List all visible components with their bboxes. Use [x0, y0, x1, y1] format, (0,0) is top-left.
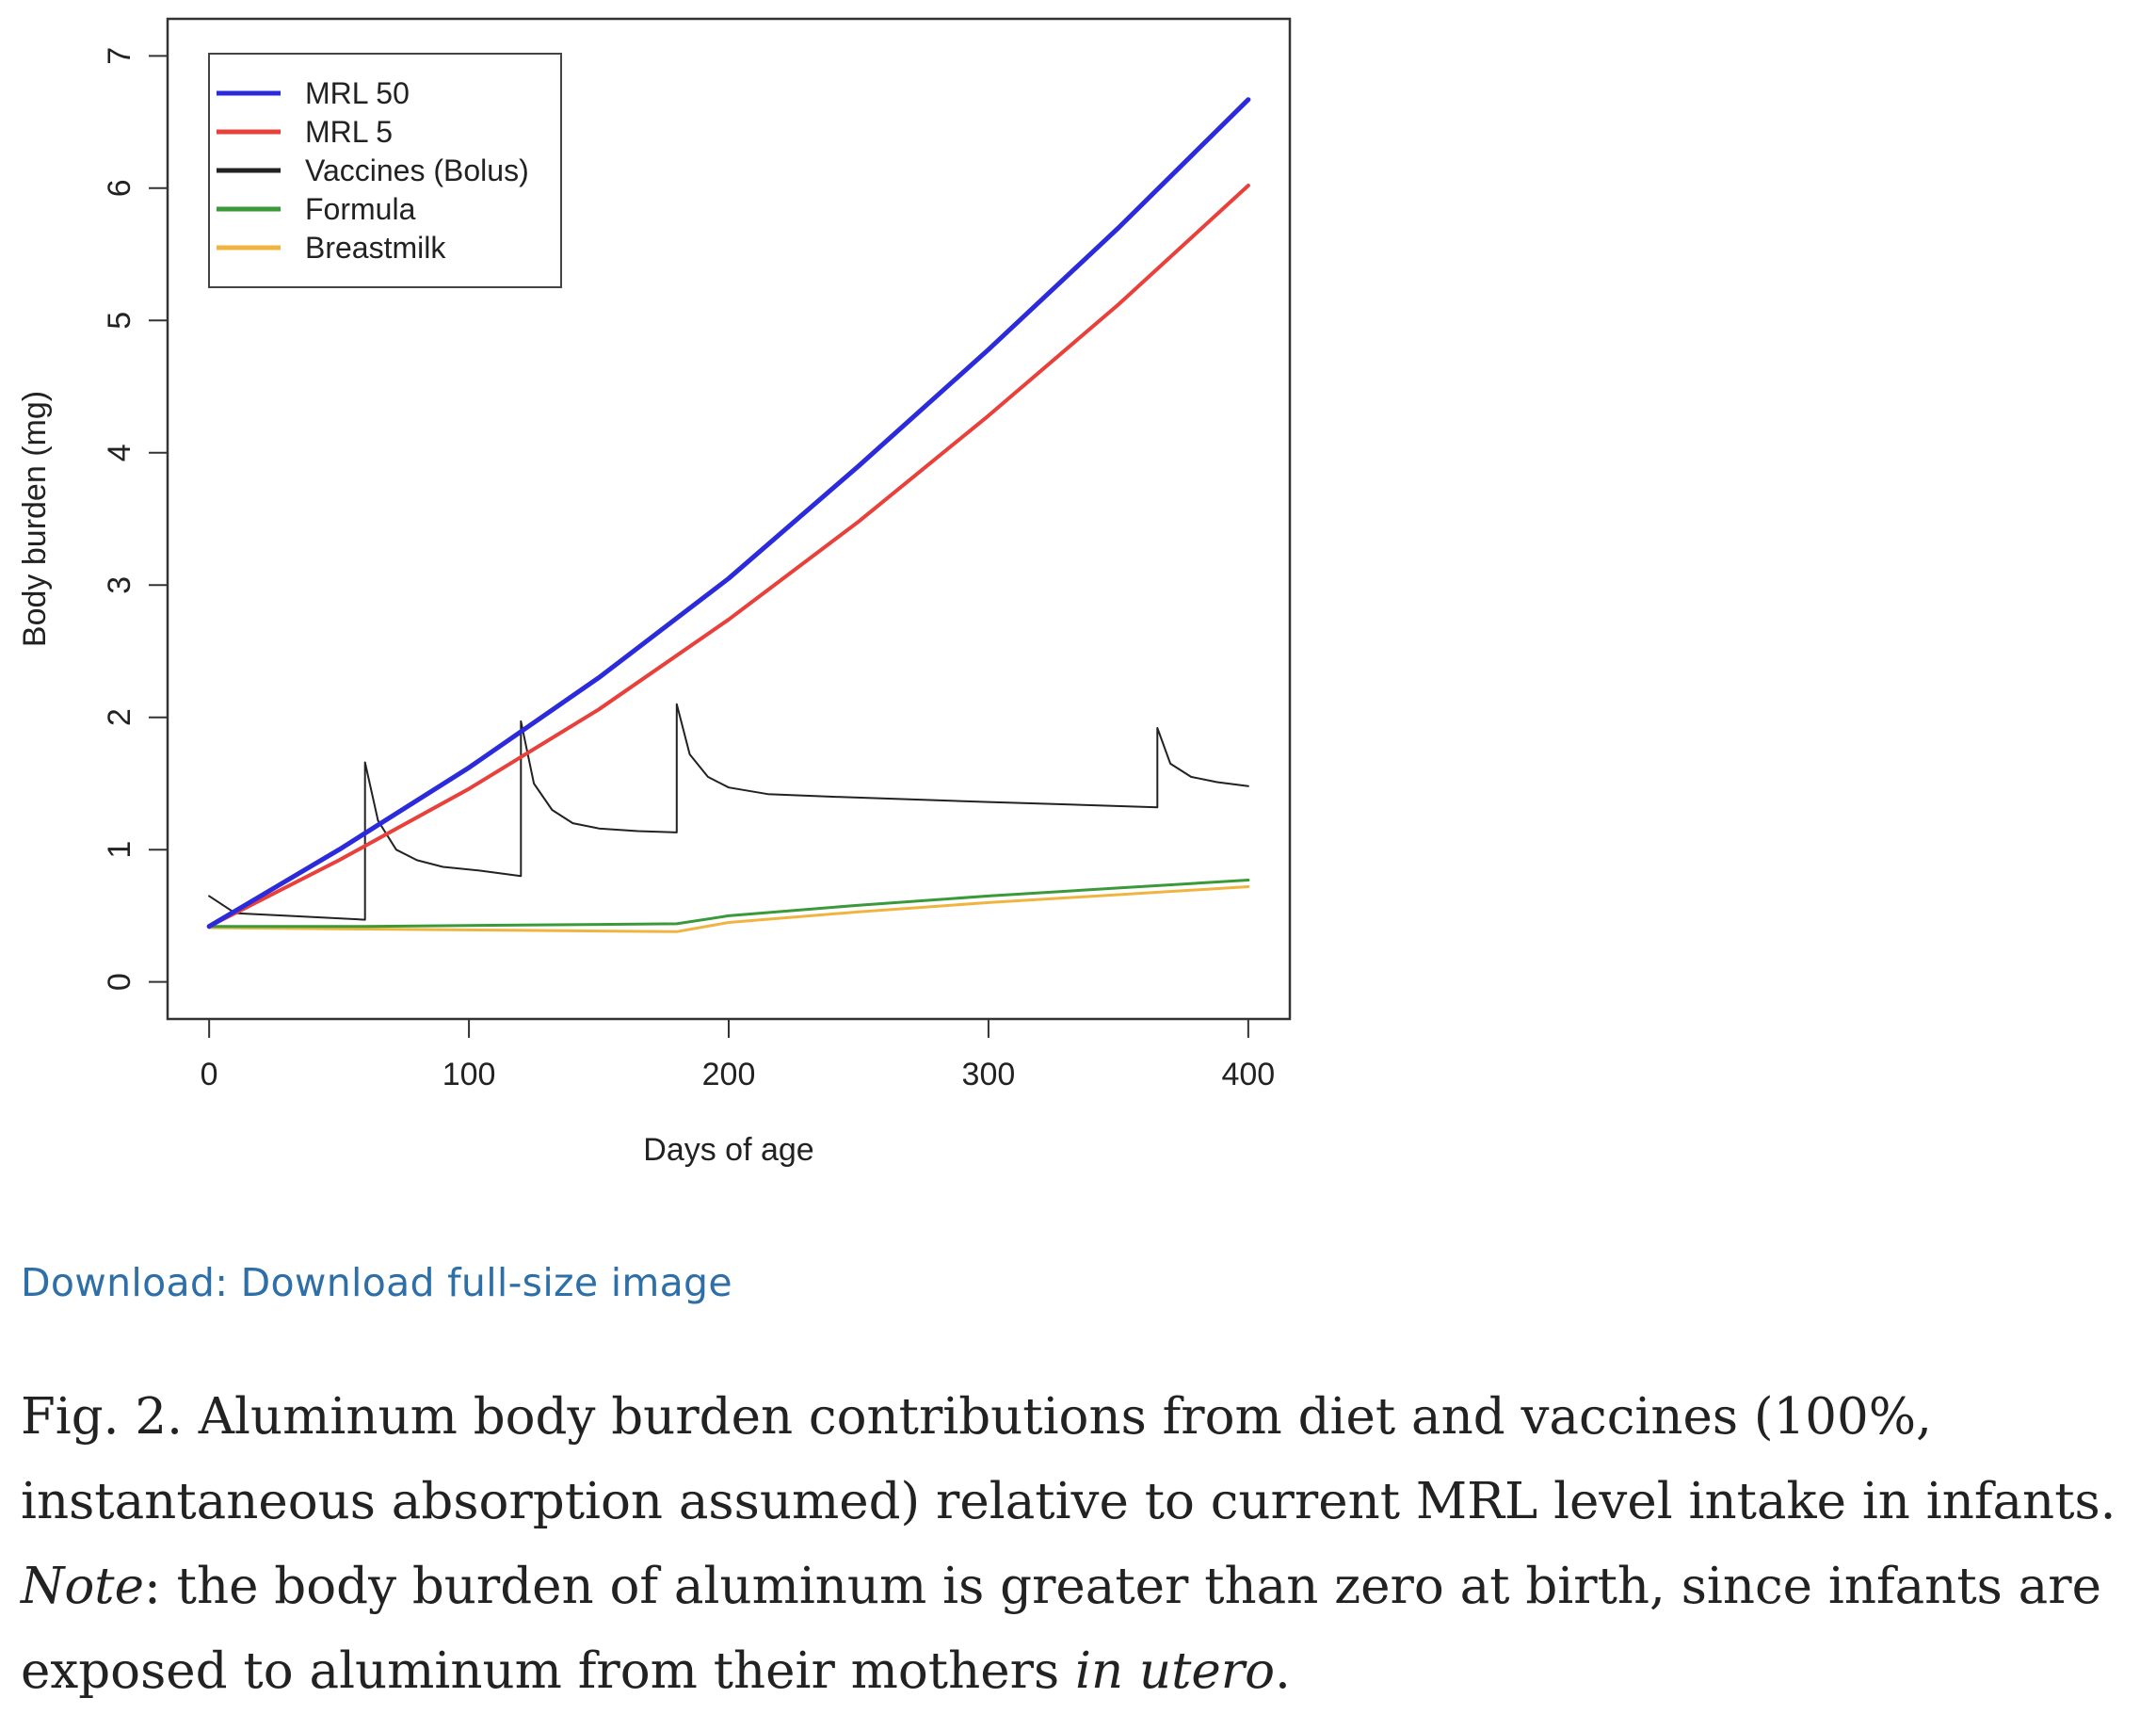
caption-in-utero: in utero — [1075, 1642, 1275, 1700]
y-tick-label: 0 — [102, 973, 137, 991]
y-tick-label: 4 — [102, 444, 137, 461]
y-tick-label: 6 — [102, 179, 137, 197]
series-line-mrl-50 — [206, 97, 1251, 930]
x-tick-label: 200 — [702, 1057, 756, 1092]
y-tick-label: 3 — [102, 576, 137, 594]
legend-label: MRL 5 — [305, 115, 393, 149]
download-full-size-image-link[interactable]: Download: Download full-size image — [21, 1260, 732, 1305]
legend-label: Vaccines (Bolus) — [305, 154, 529, 187]
x-tick-label: 0 — [201, 1057, 218, 1092]
series-line-vaccines-bolus — [208, 703, 1249, 921]
series-lines — [206, 97, 1251, 933]
y-tick-label: 7 — [102, 47, 137, 65]
x-tick-label: 300 — [962, 1057, 1016, 1092]
caption-text-3: . — [1274, 1642, 1291, 1700]
y-tick-label: 2 — [102, 708, 137, 726]
line-chart: 0 100 200 300 400 Days of age 0 1 2 3 4 5 6 7 Body bur… — [17, 17, 1292, 1168]
series-line-mrl-5 — [207, 184, 1250, 929]
axes: 0 100 200 300 400 Days of age 0 1 2 3 4 5 6 7 Body bur… — [17, 47, 1275, 1168]
x-axis-label: Days of age — [643, 1132, 813, 1168]
y-tick-label: 1 — [102, 841, 137, 859]
x-tick-label: 400 — [1221, 1057, 1275, 1092]
legend: MRL 50 MRL 5 Vaccines (Bolus) Formula Breast… — [208, 53, 562, 288]
legend-label: Formula — [305, 192, 416, 226]
series-line-breastmilk — [207, 885, 1250, 933]
y-axis-label: Body burden (mg) — [17, 391, 53, 647]
y-tick-label: 5 — [102, 312, 137, 330]
series-line-formula — [207, 879, 1250, 929]
chart-figure: 0 100 200 300 400 Days of age 0 1 2 3 4 5 6 7 Body bur… — [0, 0, 1318, 1205]
legend-label: MRL 50 — [305, 76, 410, 110]
legend-label: Breastmilk — [305, 231, 446, 265]
caption-text-1: Fig. 2. Aluminum body burden contributio… — [21, 1388, 2116, 1530]
figure-caption: Fig. 2. Aluminum body burden contributio… — [21, 1375, 2139, 1714]
x-tick-label: 100 — [442, 1057, 496, 1092]
caption-text-2: : the body burden of aluminum is greater… — [21, 1558, 2101, 1700]
caption-note: Note — [21, 1558, 144, 1615]
